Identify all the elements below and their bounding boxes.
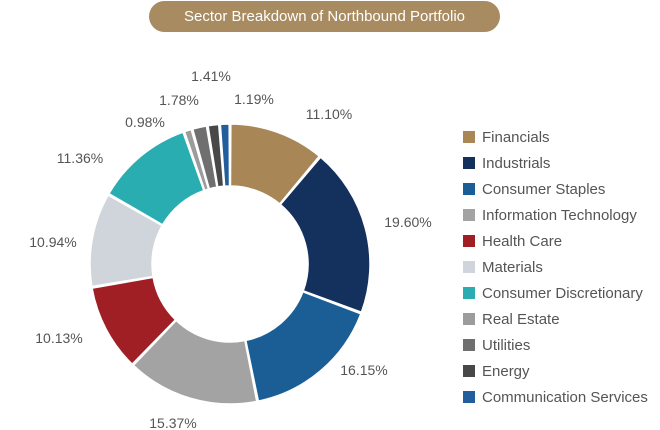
legend-label: Information Technology — [482, 206, 637, 224]
data-label-health-care: 10.13% — [35, 330, 82, 346]
slice-health-care — [91, 276, 177, 366]
slice-consumer-discretionary — [107, 131, 205, 226]
legend-swatch — [463, 157, 475, 169]
legend-swatch — [463, 131, 475, 143]
legend: Financials Industrials Consumer Staples Inf… — [463, 124, 648, 410]
data-label-communication-services: 1.19% — [234, 91, 274, 107]
data-label-consumer-discretionary: 11.36% — [57, 150, 103, 166]
legend-label: Utilities — [482, 336, 531, 354]
slice-utilities — [191, 125, 218, 190]
slice-materials — [89, 194, 164, 288]
legend-item: Communication Services — [463, 384, 648, 410]
legend-label: Consumer Discretionary — [482, 284, 643, 302]
donut-slices — [89, 123, 371, 405]
data-labels: 11.10% 19.60% 16.15% 15.37% 10.13% 10.94% 11.3… — [29, 68, 431, 430]
legend-item: Utilities — [463, 332, 648, 358]
data-label-consumer-staples: 16.15% — [340, 362, 387, 378]
legend-item: Health Care — [463, 228, 648, 254]
legend-swatch — [463, 209, 475, 221]
legend-item: Real Estate — [463, 306, 648, 332]
chart-title: Sector Breakdown of Northbound Portfolio — [149, 1, 500, 32]
slice-information-technology — [132, 319, 258, 405]
data-label-information-technology: 15.37% — [149, 415, 196, 430]
legend-label: Health Care — [482, 232, 563, 250]
data-label-utilities: 1.78% — [159, 92, 199, 108]
slice-industrials — [279, 156, 371, 314]
legend-item: Financials — [463, 124, 648, 150]
slice-communication-services — [219, 123, 231, 187]
legend-label: Financials — [482, 128, 550, 146]
slice-financials — [229, 123, 321, 205]
data-label-materials: 10.94% — [29, 234, 76, 250]
legend-label: Energy — [482, 362, 530, 380]
legend-swatch — [463, 365, 475, 377]
legend-item: Information Technology — [463, 202, 648, 228]
slice-consumer-staples — [244, 290, 362, 402]
legend-label: Consumer Staples — [482, 180, 606, 198]
legend-label: Industrials — [482, 154, 551, 172]
legend-swatch — [463, 287, 475, 299]
data-label-financials: 11.10% — [306, 106, 352, 122]
data-label-real-estate: 0.98% — [125, 114, 165, 130]
legend-label: Real Estate — [482, 310, 560, 328]
legend-swatch — [463, 339, 475, 351]
legend-item: Consumer Discretionary — [463, 280, 648, 306]
legend-swatch — [463, 235, 475, 247]
legend-item: Energy — [463, 358, 648, 384]
legend-item: Materials — [463, 254, 648, 280]
data-label-energy: 1.41% — [191, 68, 231, 84]
legend-item: Industrials — [463, 150, 648, 176]
legend-label: Materials — [482, 258, 543, 276]
legend-swatch — [463, 261, 475, 273]
legend-swatch — [463, 313, 475, 325]
legend-label: Communication Services — [482, 388, 648, 406]
data-label-industrials: 19.60% — [384, 214, 431, 230]
legend-swatch — [463, 391, 475, 403]
legend-swatch — [463, 183, 475, 195]
slice-energy — [207, 123, 225, 188]
slice-real-estate — [183, 128, 210, 192]
legend-item: Consumer Staples — [463, 176, 648, 202]
